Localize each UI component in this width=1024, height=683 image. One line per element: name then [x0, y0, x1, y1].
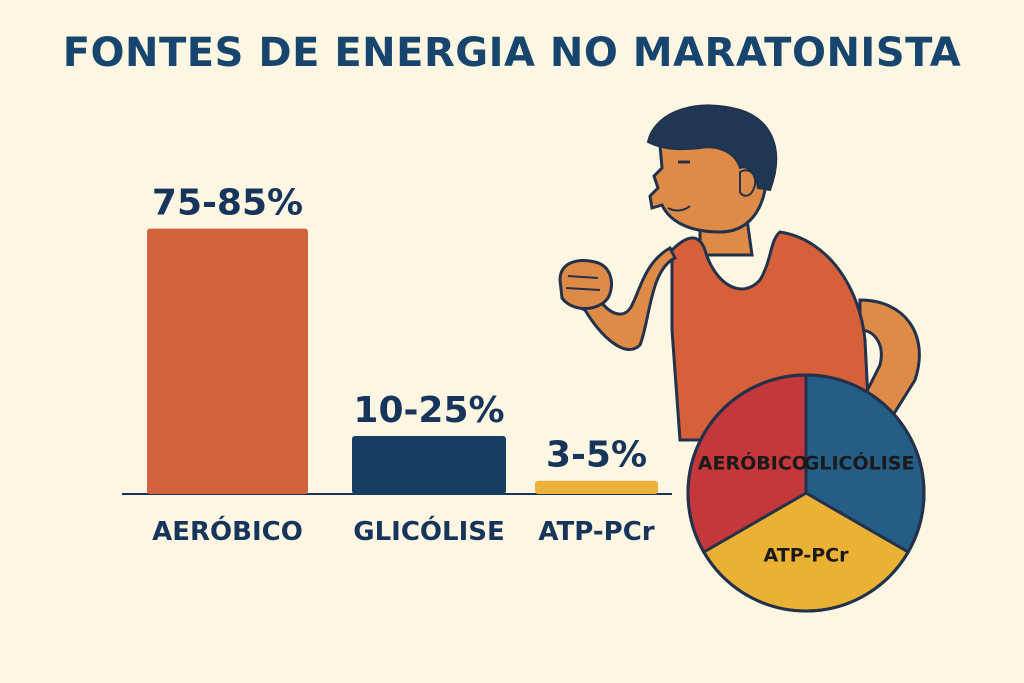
category-label-aerobico: AERÓBICO: [152, 515, 303, 547]
category-label-glicolise: GLICÓLISE: [353, 515, 505, 547]
value-label-atp-pcr: 3-5%: [546, 435, 647, 476]
bar-aerobico: [147, 228, 308, 494]
pie-label-atp-pcr: ATP-PCr: [764, 544, 850, 566]
pie-label-aerobico: AERÓBICO: [698, 450, 808, 474]
pie-label-glicolise: GLICÓLISE: [804, 450, 915, 474]
bar-atp-pcr: [535, 480, 658, 494]
value-label-glicolise: 10-25%: [353, 390, 504, 431]
bar-glicolise: [352, 435, 506, 494]
category-label-atp-pcr: ATP-PCr: [538, 517, 654, 547]
pie-outline: [686, 373, 926, 613]
bar-chart: 75-85% AERÓBICO 10-25% GLICÓLISE 3-5% ATP-PCr: [122, 183, 672, 547]
chart-title: FONTES DE ENERGIA NO MARATONISTA: [62, 30, 962, 76]
value-label-aerobico: 75-85%: [152, 183, 303, 224]
